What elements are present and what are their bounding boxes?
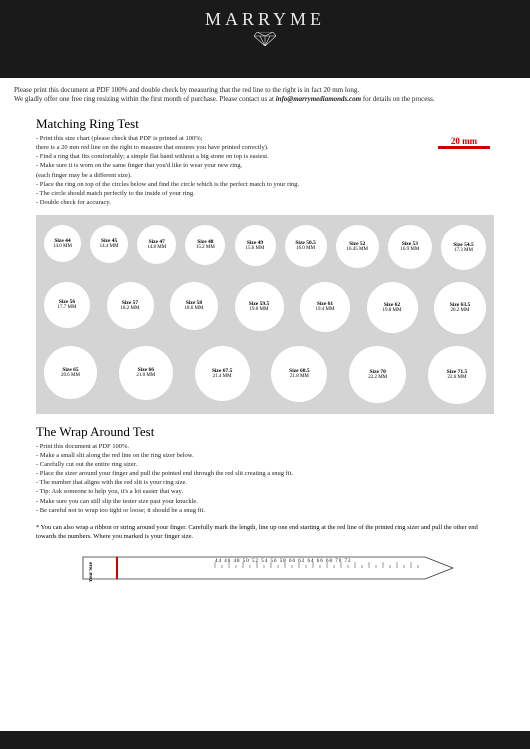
brand-name: MARRYME [205,9,325,30]
matching-ring-title: Matching Ring Test [36,116,494,132]
black-bar [0,60,530,78]
ring-sizer: 44 46 48 50 52 54 56 58 60 62 64 66 68 7… [36,555,494,586]
intro-line2: We gladly offer one free ring resizing w… [14,95,516,104]
matching-instructions: - Print this size chart (please check th… [36,134,434,207]
size-circle: Size 59.519.0 MM [235,282,284,331]
size-circle: Size 6219.8 MM [367,282,418,333]
size-circle: Size 5316.9 MM [388,225,432,269]
diamond-icon [254,32,276,51]
size-circle: Size 67.521.4 MM [195,346,250,401]
size-circle: Size 68.521.8 MM [271,346,327,402]
sizer-label: Your Size [89,562,94,582]
size-circle: Size 4915.6 MM [235,225,276,266]
size-circle: Size 5718.2 MM [107,282,154,329]
size-chart: Size 4414.0 MMSize 4514.4 MMSize 4714.8 … [36,215,494,414]
ruler-line [438,146,490,149]
size-circle: Size 4815.2 MM [185,225,225,265]
size-circle: Size 6119.4 MM [300,282,350,332]
intro-text: Please print this document at PDF 100% a… [0,78,530,108]
size-circle: Size 54.517.3 MM [441,225,486,270]
wrap-instructions: - Print this document at PDF 100%.- Make… [36,442,494,515]
note-text: * You can also wrap a ribbon or string a… [36,523,494,541]
wrap-around-title: The Wrap Around Test [36,424,494,440]
size-circle: Size 6621.0 MM [119,346,173,400]
size-circle: Size 5818.6 MM [170,282,218,330]
size-circle: Size 6520.6 MM [44,346,97,399]
ruler: 20 mm [434,136,494,149]
size-circle: Size 50.516.0 MM [285,225,327,267]
intro-line1: Please print this document at PDF 100% a… [14,86,516,95]
size-circle: Size 4414.0 MM [44,225,81,262]
size-circle: Size 5617.7 MM [44,282,90,328]
size-circle: Size 4514.4 MM [90,225,128,263]
header: MARRYME [0,0,530,60]
size-circle: Size 71.522.6 MM [428,346,486,404]
footer-bar [0,731,530,749]
ruler-label: 20 mm [434,136,494,146]
size-circle: Size 4714.8 MM [137,225,176,264]
sizer-ticks: 44 46 48 50 52 54 56 58 60 62 64 66 68 7… [215,559,352,564]
size-circle: Size 5216.45 MM [336,225,379,268]
size-circle: Size 7022.2 MM [349,346,406,403]
size-circle: Size 63.520.2 MM [434,282,486,334]
